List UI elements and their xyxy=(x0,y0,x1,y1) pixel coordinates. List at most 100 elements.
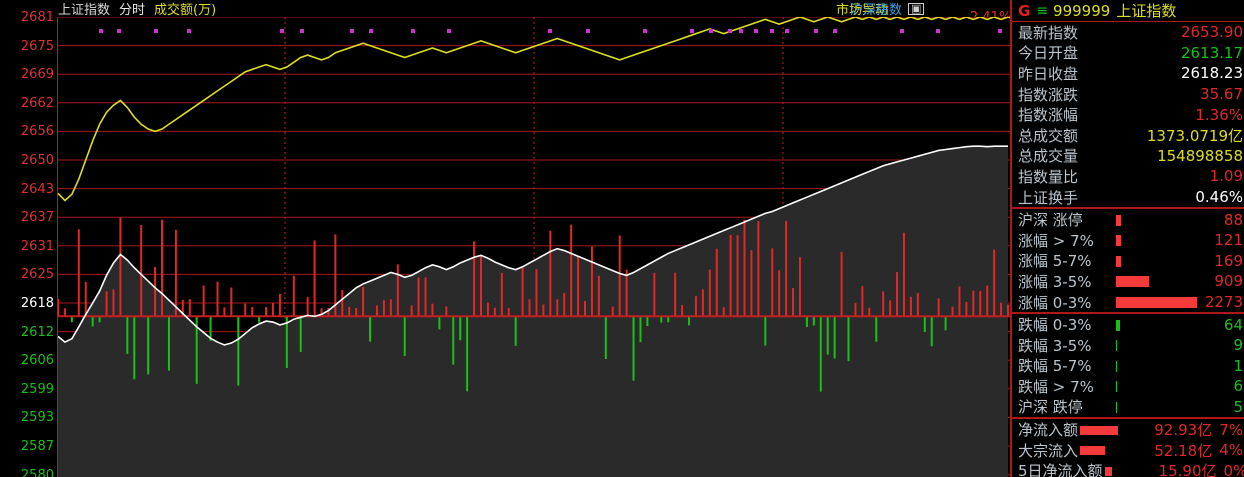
anomaly-dot xyxy=(900,29,904,33)
flow-amount: 92.93亿 xyxy=(1154,421,1213,440)
anomaly-dot xyxy=(833,29,837,33)
distribution-count: 2273 xyxy=(1204,293,1243,312)
chart-overlay-legend: 市场异动 沪深指数 ▣ xyxy=(836,0,925,18)
distribution-row: 跌幅 0-3% 64 xyxy=(1012,314,1244,335)
distribution-label: 跌幅 0-3% xyxy=(1018,316,1092,335)
overlay-hs-index-label[interactable]: 沪深指数 xyxy=(850,3,903,18)
distribution-bar-track xyxy=(1116,400,1202,414)
quote-row: 指数涨幅 1.36% xyxy=(1012,104,1244,125)
chart-plot-region[interactable] xyxy=(58,17,1010,477)
quote-label: 指数量比 xyxy=(1018,167,1079,186)
quote-label: 指数涨幅 xyxy=(1018,106,1079,125)
losers-distribution: 跌幅 0-3% 64 跌幅 3-5% 9 跌幅 5-7% 1 跌幅 > 7% 6 沪深 跌停 5 xyxy=(1012,314,1244,417)
quote-label: 总成交额 xyxy=(1018,126,1079,145)
distribution-row: 涨幅 5-7% 169 xyxy=(1012,251,1244,272)
market-anomaly-dots xyxy=(99,29,1002,33)
price-axis-left: 2681 2675 2669 2662 2656 2650 2643 2637 2631 2625… xyxy=(0,11,58,477)
distribution-bar xyxy=(1116,235,1121,247)
price-tick-label: 2587 xyxy=(20,439,54,454)
index-line-yellow xyxy=(58,17,1010,202)
quote-row: 指数涨跌 35.67 xyxy=(1012,84,1244,105)
quote-row: 总成交量 154898858 xyxy=(1012,146,1244,167)
distribution-row: 涨幅 0-3% 2273 xyxy=(1012,292,1244,313)
anomaly-dot xyxy=(300,29,304,33)
price-tick-label: 2618 xyxy=(20,296,54,311)
g-indicator-icon: G xyxy=(1018,1,1031,20)
distribution-bar-track xyxy=(1116,274,1202,288)
price-tick-label: 2637 xyxy=(20,210,54,226)
anomaly-dot xyxy=(117,29,121,33)
flow-label: 大宗流入 xyxy=(1018,441,1079,460)
distribution-bar xyxy=(1116,319,1120,331)
distribution-bar xyxy=(1116,381,1117,393)
anomaly-dot xyxy=(770,29,774,33)
menu-icon[interactable]: ≡ xyxy=(1036,2,1048,19)
chart-volume-label: 成交额(万) xyxy=(154,3,217,18)
quote-row: 总成交额 1373.0719亿 xyxy=(1012,125,1244,146)
quote-row: 上证换手 0.46% xyxy=(1012,187,1244,208)
distribution-row: 沪深 跌停 5 xyxy=(1012,397,1244,418)
price-tick-label: 2681 xyxy=(20,10,54,25)
quote-value: 1373.0719亿 xyxy=(1146,126,1243,145)
distribution-count: 909 xyxy=(1214,272,1243,291)
index-area-fill xyxy=(58,146,1008,477)
distribution-bar-track xyxy=(1116,233,1202,247)
anomaly-dot xyxy=(548,29,552,33)
distribution-row: 涨幅 > 7% 121 xyxy=(1012,230,1244,251)
price-tick-label: 2606 xyxy=(20,353,54,369)
anomaly-dot xyxy=(411,29,415,33)
price-tick-label: 2643 xyxy=(20,181,54,197)
distribution-row: 跌幅 5-7% 1 xyxy=(1012,356,1244,377)
price-tick-label: 2599 xyxy=(20,381,54,397)
distribution-bar-track xyxy=(1116,338,1202,352)
quote-value: 2618.23 xyxy=(1180,64,1243,83)
overlay-market-anomaly-label[interactable]: 市场异动 xyxy=(836,3,889,18)
distribution-bar xyxy=(1116,276,1149,288)
price-tick-label: 2631 xyxy=(20,238,54,254)
anomaly-dot xyxy=(754,29,758,33)
quote-value: 1.36% xyxy=(1195,105,1243,124)
distribution-count: 64 xyxy=(1223,315,1243,334)
anomaly-dot xyxy=(785,29,789,33)
distribution-label: 涨幅 0-3% xyxy=(1018,293,1092,312)
section-divider-3 xyxy=(1012,417,1244,420)
distribution-label: 跌幅 5-7% xyxy=(1018,357,1092,376)
capital-flow-rows: 净流入额 92.93亿 7% 大宗流入 52.18亿 4% 5日净流入额 15.90亿 0%5日… xyxy=(1012,419,1244,477)
flow-amount: 15.90亿 xyxy=(1158,462,1217,477)
flow-bar-track xyxy=(1080,443,1134,457)
flow-percent: 4% xyxy=(1219,441,1243,460)
panel-header: G ≡ 999999 上证指数 xyxy=(1012,0,1244,22)
price-tick-label: 2612 xyxy=(20,324,54,340)
anomaly-dot xyxy=(643,29,647,33)
index-code: 999999 xyxy=(1053,1,1111,20)
flow-bar xyxy=(1080,446,1106,456)
chart-index-name: 上证指数 xyxy=(58,3,111,18)
index-name: 上证指数 xyxy=(1116,2,1177,20)
section-divider-2 xyxy=(1012,312,1244,315)
price-tick-label: 2656 xyxy=(20,124,54,140)
flow-label: 净流入额 xyxy=(1018,421,1079,440)
anomaly-dot xyxy=(350,29,354,33)
distribution-count: 5 xyxy=(1233,397,1243,416)
chart-svg xyxy=(58,17,1010,477)
quote-row: 今日开盘 2613.17 xyxy=(1012,43,1244,64)
anomaly-dot xyxy=(728,29,732,33)
plot-border-left xyxy=(57,17,58,477)
distribution-label: 涨幅 5-7% xyxy=(1018,252,1092,271)
quote-label: 昨日收盘 xyxy=(1018,64,1079,83)
chart-mode-label[interactable]: 分时 xyxy=(119,3,146,18)
overlay-toggle-icon[interactable]: ▣ xyxy=(908,2,925,15)
quote-value: 154898858 xyxy=(1157,146,1243,165)
quote-value: 35.67 xyxy=(1200,85,1243,104)
distribution-count: 121 xyxy=(1214,231,1243,250)
gainers-distribution: 沪深 涨停 88 涨幅 > 7% 121 涨幅 5-7% 169 涨幅 3-5% 909 涨幅 … xyxy=(1012,209,1244,312)
distribution-count: 6 xyxy=(1233,377,1243,396)
distribution-row: 沪深 涨停 88 xyxy=(1012,209,1244,230)
quote-label: 上证换手 xyxy=(1018,188,1079,207)
flow-amount: 52.18亿 xyxy=(1154,441,1213,460)
distribution-bar-track xyxy=(1116,295,1202,309)
distribution-row: 跌幅 3-5% 9 xyxy=(1012,335,1244,356)
distribution-count: 88 xyxy=(1223,210,1243,229)
price-tick-label: 2662 xyxy=(20,95,54,111)
